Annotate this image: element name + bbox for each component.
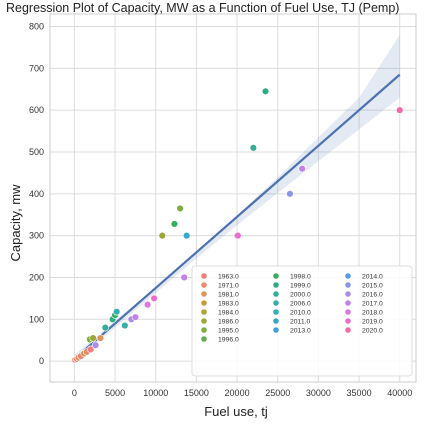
legend-marker xyxy=(273,273,279,279)
legend-marker xyxy=(345,327,351,333)
legend-label: 2016.0 xyxy=(362,292,383,299)
legend-label: 1983.0 xyxy=(218,301,239,308)
legend-label: 1996.0 xyxy=(218,337,239,344)
legend-marker xyxy=(201,300,207,306)
data-point xyxy=(101,323,110,332)
legend-marker xyxy=(273,291,279,297)
x-tick-label: 20000 xyxy=(225,388,250,398)
data-point xyxy=(86,345,95,354)
legend-marker xyxy=(201,336,207,342)
x-tick-label: 30000 xyxy=(306,388,331,398)
chart-title: Regression Plot of Capacity, MW as a Fun… xyxy=(6,1,399,15)
data-point xyxy=(170,220,179,228)
legend: 1963.0 1971.0 1981.0 1983.0 1984.0 1986.0 1995… xyxy=(191,265,413,377)
legend-label: 2020.0 xyxy=(362,328,383,335)
y-tick-label: 0 xyxy=(39,356,44,366)
data-point xyxy=(249,144,258,152)
x-tick-label: 10000 xyxy=(143,388,168,398)
y-tick-label: 600 xyxy=(29,105,44,115)
x-axis-label: Fuel use, tj xyxy=(204,404,268,419)
legend-box xyxy=(191,265,413,377)
data-point xyxy=(158,231,166,240)
data-point xyxy=(261,87,270,96)
y-tick-label: 100 xyxy=(29,314,44,324)
legend-label: 1984.0 xyxy=(218,310,239,317)
legend-label: 2015.0 xyxy=(362,283,383,290)
legend-marker xyxy=(201,282,207,288)
legend-label: 1971.0 xyxy=(218,283,239,290)
legend-label: 2017.0 xyxy=(362,301,383,308)
y-tick-label: 300 xyxy=(29,231,44,241)
y-tick-label: 200 xyxy=(29,272,44,282)
data-point xyxy=(396,106,404,114)
legend-label: 2014.0 xyxy=(362,274,383,281)
legend-marker xyxy=(201,309,207,315)
legend-marker xyxy=(345,309,351,315)
x-tick-label: 40000 xyxy=(387,388,412,398)
data-point xyxy=(131,313,140,321)
data-point xyxy=(298,165,306,173)
legend-marker xyxy=(345,273,351,279)
data-point xyxy=(286,190,294,198)
legend-label: 2006.0 xyxy=(290,301,311,308)
legend-label: 1981.0 xyxy=(218,292,239,299)
legend-marker xyxy=(345,318,351,324)
data-point xyxy=(112,308,121,316)
x-tick-label: 0 xyxy=(72,388,77,398)
legend-marker xyxy=(201,327,207,333)
legend-label: 1986.0 xyxy=(218,319,239,326)
legend-marker xyxy=(201,318,207,324)
data-point xyxy=(176,204,184,213)
y-tick-label: 500 xyxy=(29,147,44,157)
legend-label: 1998.0 xyxy=(290,274,311,281)
y-tick-label: 400 xyxy=(29,189,44,199)
data-point xyxy=(91,341,100,349)
legend-marker xyxy=(201,291,207,297)
data-point xyxy=(182,231,191,240)
legend-label: 2000.0 xyxy=(290,292,311,299)
legend-marker xyxy=(273,327,279,333)
regression-fit-line xyxy=(73,73,401,360)
plot-frame xyxy=(49,13,417,383)
legend-marker xyxy=(273,282,279,288)
x-tick-label: 15000 xyxy=(184,388,209,398)
legend-label: 1963.0 xyxy=(218,274,239,281)
x-tick-label: 25000 xyxy=(265,388,290,398)
legend-label: 2018.0 xyxy=(362,310,383,317)
legend-marker xyxy=(345,300,351,306)
regression-line xyxy=(73,73,401,360)
x-tick-label: 35000 xyxy=(347,388,372,398)
legend-label: 2010.0 xyxy=(290,310,311,317)
legend-marker xyxy=(201,273,207,279)
data-point xyxy=(234,231,242,240)
y-tick-label: 800 xyxy=(29,22,44,32)
data-point xyxy=(96,334,105,342)
legend-marker xyxy=(273,300,279,306)
y-axis-label: Capacity, mw xyxy=(8,184,23,262)
data-point xyxy=(143,300,152,309)
legend-label: 1999.0 xyxy=(290,283,311,290)
y-tick-label: 700 xyxy=(29,63,44,73)
data-point xyxy=(180,273,188,282)
axes: 0 5000 10000 15000 20000 25000 30000 35000 40000… xyxy=(29,13,417,398)
legend-marker xyxy=(273,318,279,324)
legend-label: 2019.0 xyxy=(362,319,383,326)
legend-marker xyxy=(273,309,279,315)
data-point xyxy=(121,321,129,330)
legend-label: 2013.0 xyxy=(290,328,311,335)
legend-label: 1995.0 xyxy=(218,328,239,335)
data-point xyxy=(150,294,158,303)
legend-label: 2011.0 xyxy=(290,319,311,326)
legend-marker xyxy=(345,282,351,288)
legend-marker xyxy=(345,291,351,297)
data-points xyxy=(71,87,404,364)
data-point xyxy=(89,334,97,342)
x-tick-label: 5000 xyxy=(105,388,125,398)
